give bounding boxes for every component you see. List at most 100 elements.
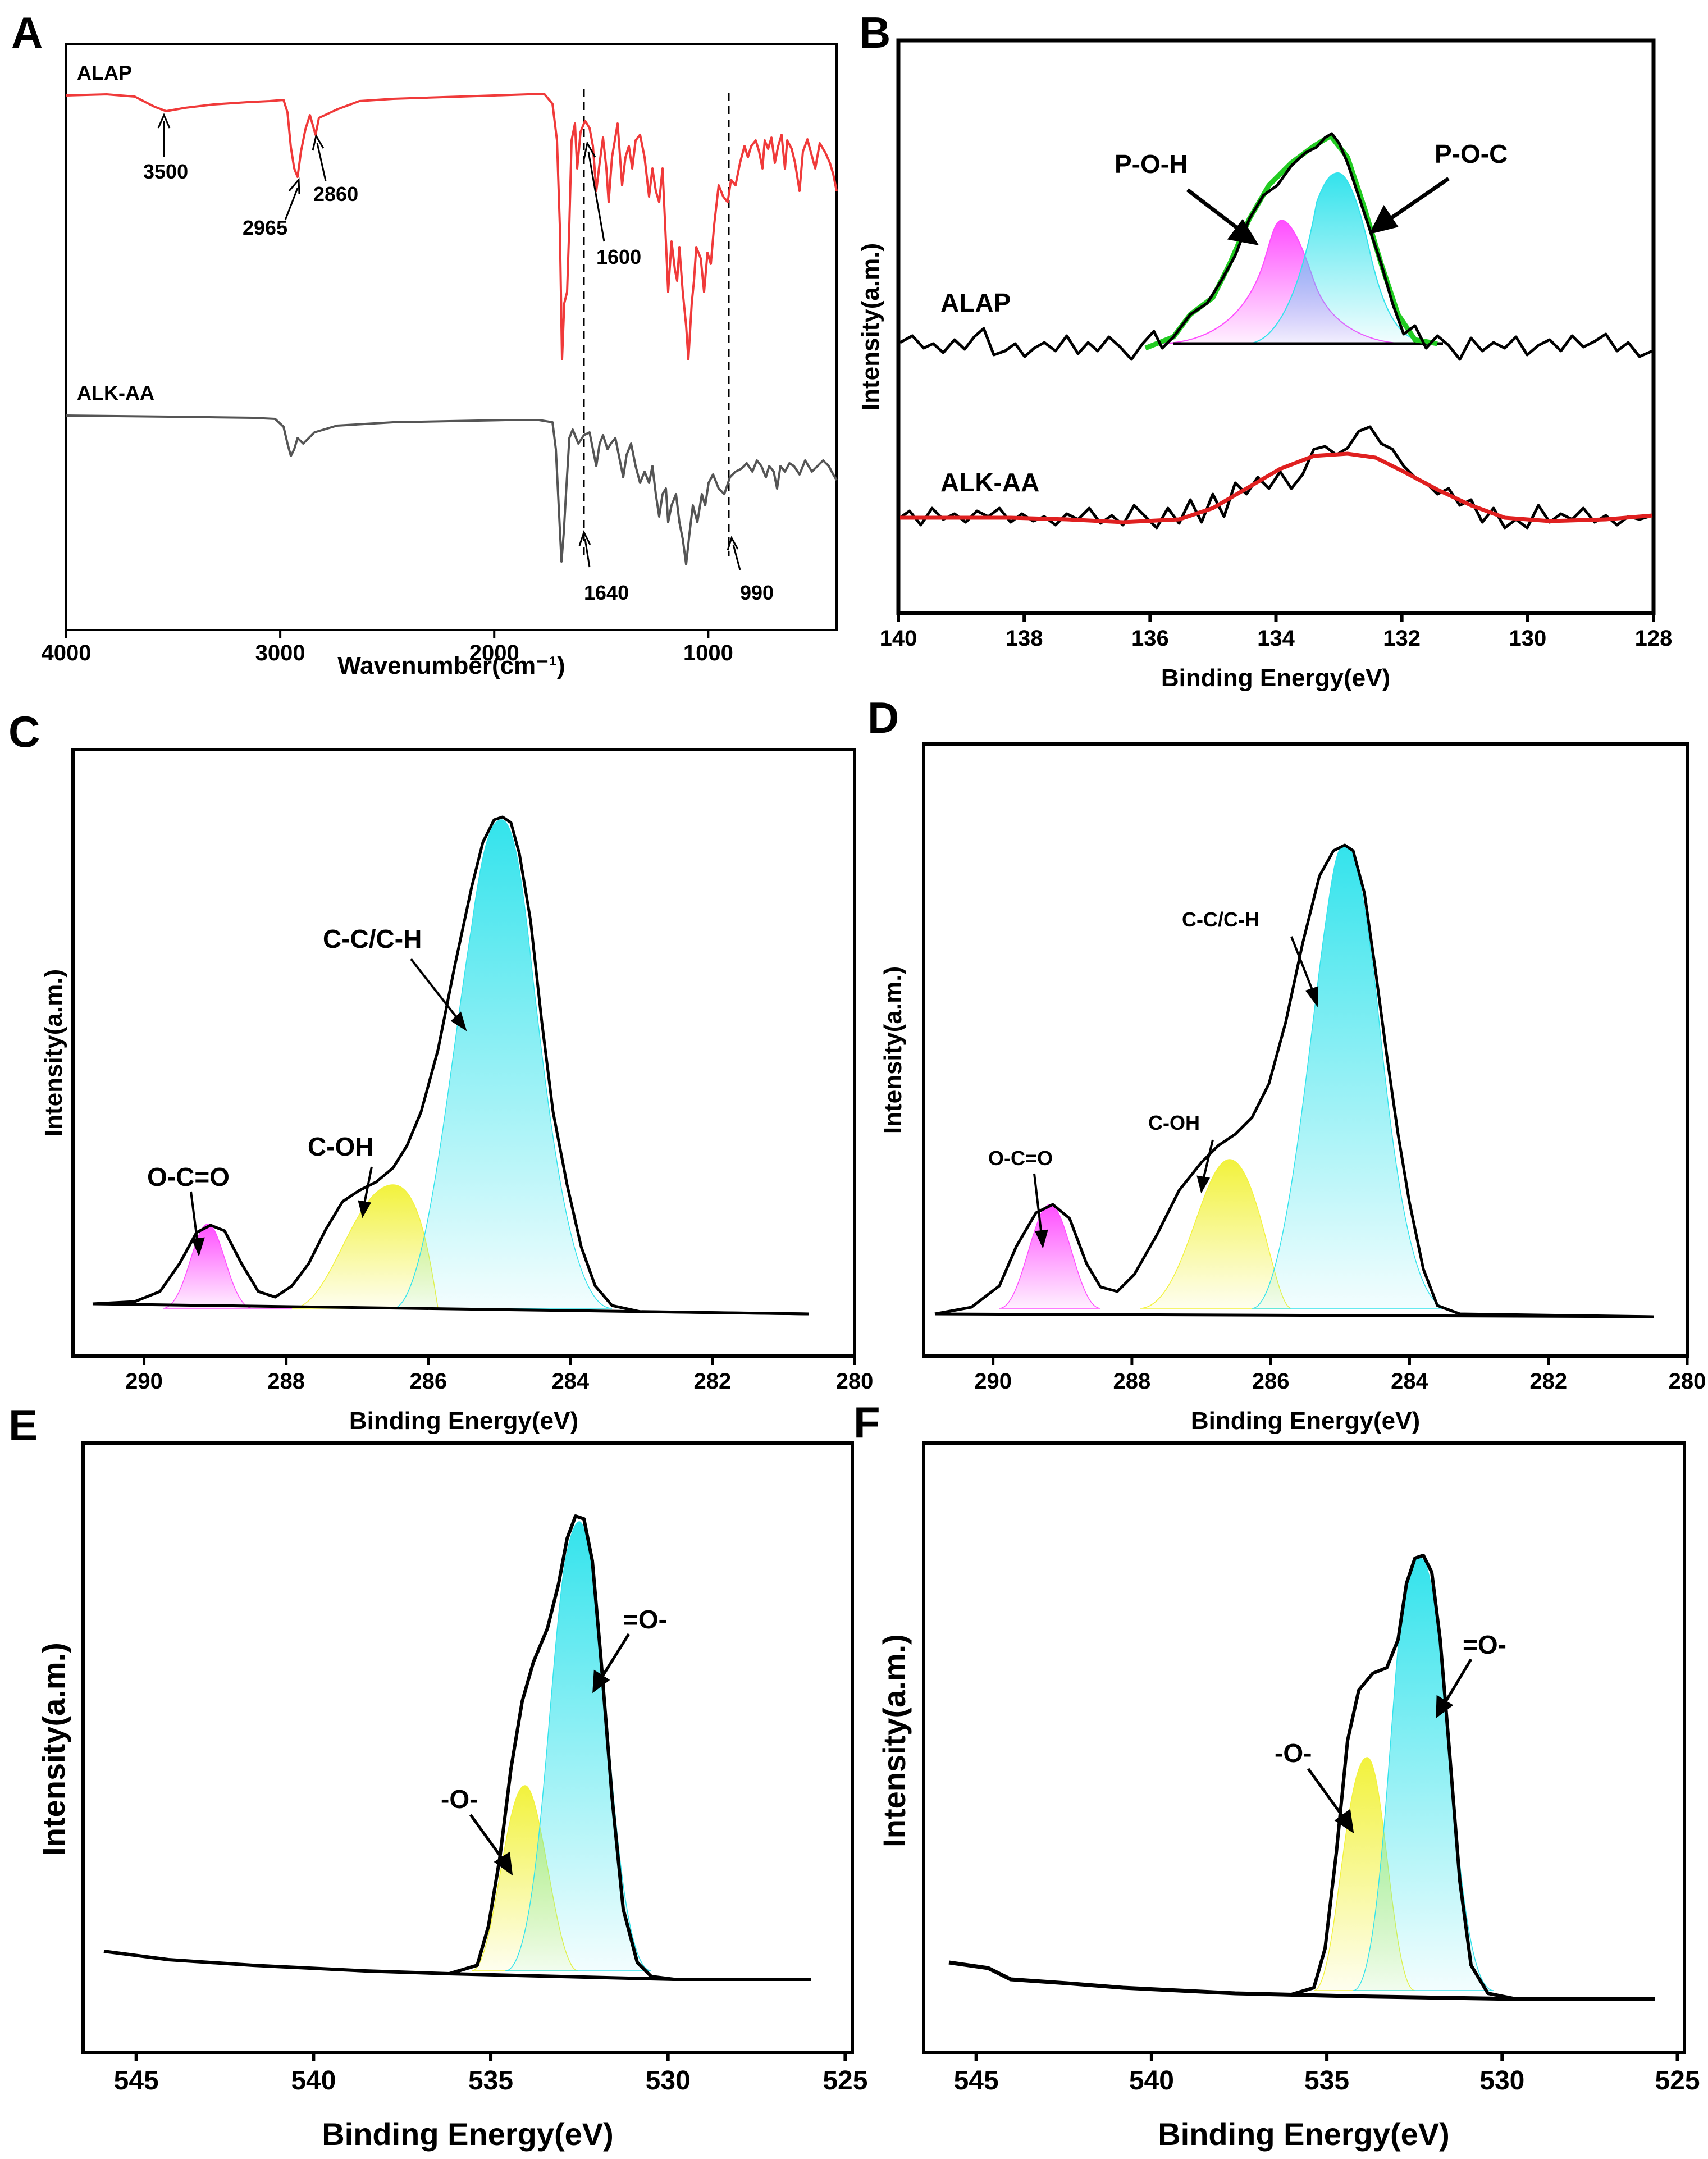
peak-label-c-oh-d: C-OH	[1148, 1111, 1200, 1134]
panel-d-xlabel: Binding Energy(eV)	[1191, 1407, 1420, 1435]
e-background	[103, 1950, 811, 1981]
panel-d-ylabel: Intensity(a.m.)	[879, 966, 907, 1134]
f-envelope-spectrum	[1291, 1554, 1517, 2001]
alap-ir-spectrum	[66, 93, 838, 360]
annotation-1600: 1600	[596, 245, 641, 268]
panel-label-d: D	[867, 693, 899, 742]
panel-b-xlabel: Binding Energy(eV)	[1161, 664, 1390, 692]
series-label-alkaa-b: ALK-AA	[940, 468, 1039, 497]
peak-label-o-single-e: -O-	[441, 1784, 478, 1814]
panel-c-tick-label: 282	[694, 1369, 732, 1394]
panel-c-tick-label: 290	[125, 1369, 163, 1394]
panel-c-plot	[92, 815, 809, 1316]
panel-label-a: A	[11, 8, 43, 57]
peak-fill-o-double-e	[505, 1521, 652, 1971]
panel-c-tick-label: 288	[267, 1369, 305, 1394]
panel-e-arrows	[469, 1633, 631, 1876]
panel-a-xlabel: Wavenumber(cm⁻¹)	[337, 652, 565, 679]
panel-a-tick-label: 3000	[255, 641, 305, 665]
panel-b-ylabel: Intensity(a.m.)	[857, 243, 884, 410]
alkaa-ir-spectrum	[66, 414, 838, 565]
annotation-2965: 2965	[243, 216, 287, 239]
panel-f-plot	[948, 1554, 1655, 2001]
panel-f-ylabel: Intensity(a.m.)	[876, 1634, 912, 1847]
panel-c-tick-label: 280	[836, 1369, 874, 1394]
alap-xps-spectrum	[899, 132, 1653, 361]
panel-f-xlabel: Binding Energy(eV)	[1158, 2116, 1450, 2152]
peak-label-c-oh-c: C-OH	[308, 1132, 374, 1161]
panel-a-tick-label: 2000	[469, 641, 519, 665]
annotation-990: 990	[740, 581, 774, 604]
panel-c-arrows	[190, 958, 467, 1257]
alkaa-xps-spectrum	[899, 425, 1653, 530]
peak-fill-c-c-c-h	[392, 819, 613, 1309]
panel-b-tick-label: 140	[880, 626, 917, 651]
panel-d-tick-label: 286	[1252, 1369, 1290, 1394]
panel-a-frame	[65, 43, 838, 631]
peak-label-p-o-c: P-O-C	[1435, 139, 1508, 168]
peak-label-o-double-e: =O-	[623, 1605, 667, 1634]
peak-fill-o-c-eq-o	[162, 1224, 292, 1309]
panel-b-tick-label: 136	[1131, 626, 1169, 651]
panel-e-tick-label: 545	[114, 2066, 159, 2096]
panel-f-tick-label: 525	[1655, 2066, 1700, 2096]
panel-d-tick-label: 290	[974, 1369, 1012, 1394]
panel-c-frame	[71, 748, 856, 1358]
panel-a-tick-label: 4000	[42, 641, 92, 665]
panel-label-b: B	[859, 8, 890, 57]
panel-e-tick-label: 535	[468, 2066, 513, 2096]
panel-e-tick-label: 540	[291, 2066, 336, 2096]
alkaa-fit-curve	[900, 451, 1653, 524]
panel-f-tick-label: 535	[1304, 2066, 1349, 2096]
panel-c-xlabel: Binding Energy(eV)	[349, 1407, 578, 1435]
c-envelope-spectrum	[92, 815, 809, 1316]
peak-label-c-c-c-h-c: C-C/C-H	[323, 924, 422, 953]
panel-e-tick-label: 530	[646, 2066, 691, 2096]
panel-e-tick-label: 525	[823, 2066, 867, 2096]
panel-a-plot	[66, 89, 838, 565]
annotation-3500: 3500	[143, 160, 188, 183]
panel-f-tick-label: 545	[954, 2066, 999, 2096]
d-envelope-spectrum	[934, 843, 1654, 1318]
panel-b-tick-label: 134	[1257, 626, 1295, 651]
peak-label-c-c-c-h-d: C-C/C-H	[1182, 908, 1259, 931]
peak-fill-o-c-eq-o-d	[999, 1204, 1101, 1309]
panel-label-f: F	[853, 1398, 880, 1447]
panel-c-ylabel: Intensity(a.m.)	[40, 969, 67, 1136]
f-background	[948, 1960, 1655, 2001]
peak-label-o-double-f: =O-	[1463, 1630, 1506, 1659]
panel-e-plot	[103, 1514, 811, 1981]
panel-d-tick-label: 282	[1529, 1369, 1567, 1394]
panel-label-e: E	[8, 1400, 38, 1450]
annotation-2860: 2860	[313, 182, 358, 206]
panel-f-arrows	[1307, 1658, 1473, 1834]
peak-label-o-c-eq-o-d: O-C=O	[988, 1147, 1053, 1170]
panel-b-tick-label: 132	[1383, 626, 1421, 651]
series-label-alkaa: ALK-AA	[77, 381, 154, 404]
panel-d-tick-label: 288	[1113, 1369, 1151, 1394]
panel-b-tick-label: 138	[1006, 626, 1043, 651]
panel-c-tick-label: 286	[409, 1369, 447, 1394]
panel-c-tick-label: 284	[551, 1369, 589, 1394]
panel-f-frame	[922, 1441, 1686, 2054]
panel-b-tick-label: 128	[1635, 626, 1673, 651]
peak-label-o-c-eq-o-c: O-C=O	[147, 1162, 230, 1192]
panel-f-tick-label: 540	[1129, 2066, 1174, 2096]
panel-label-c: C	[8, 707, 40, 756]
panel-b-arrows	[1186, 177, 1450, 245]
panel-d-plot	[934, 843, 1654, 1318]
peak-label-o-single-f: -O-	[1275, 1738, 1312, 1768]
panel-b-tick-label: 130	[1509, 626, 1546, 651]
panel-d-arrows	[1033, 936, 1319, 1249]
panel-b-plot	[899, 132, 1653, 530]
panel-d-tick-label: 280	[1669, 1369, 1706, 1394]
panel-e-xlabel: Binding Energy(eV)	[322, 2116, 614, 2152]
series-label-alap-b: ALAP	[940, 288, 1011, 317]
panel-d-tick-label: 284	[1391, 1369, 1428, 1394]
panel-a-arrows	[157, 113, 741, 570]
panel-e-ylabel: Intensity(a.m.)	[36, 1642, 71, 1856]
annotation-1640: 1640	[584, 581, 629, 604]
panel-e-frame	[81, 1441, 854, 2054]
panel-f-tick-label: 530	[1479, 2066, 1524, 2096]
